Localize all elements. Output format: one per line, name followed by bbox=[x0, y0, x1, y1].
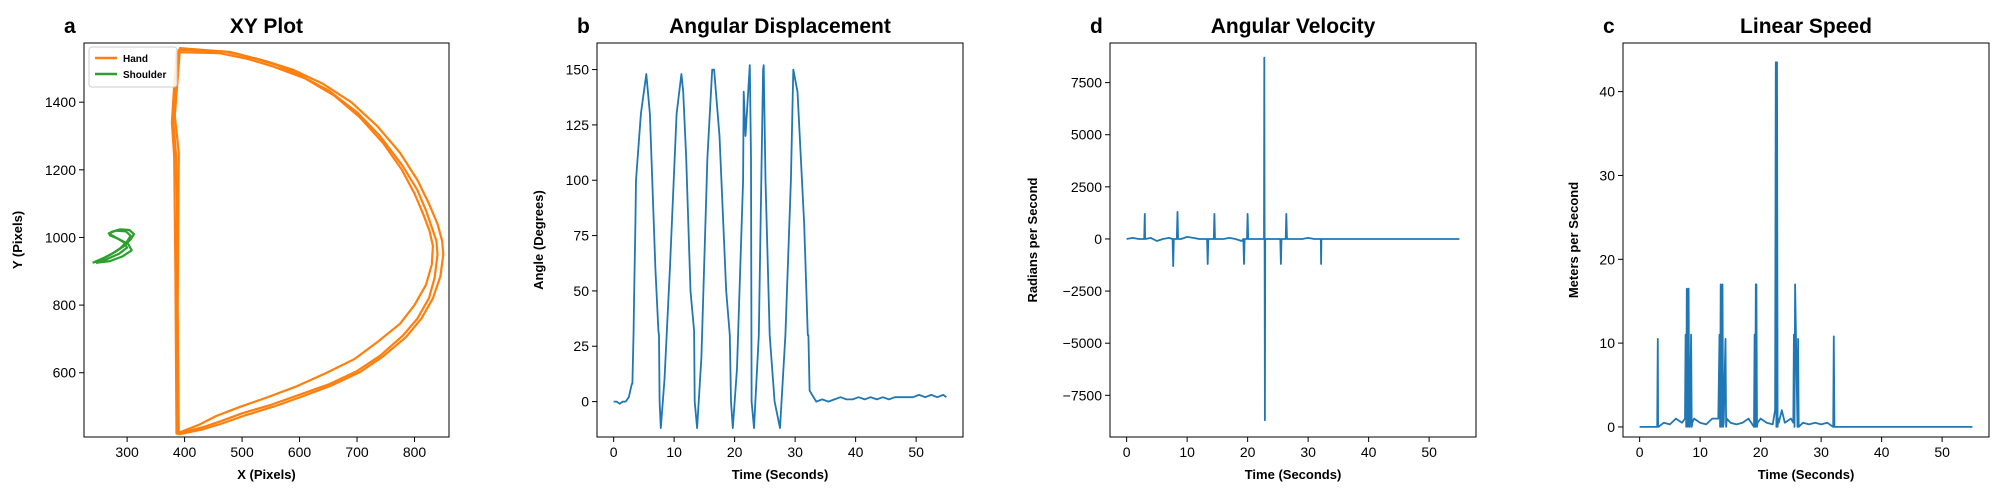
hand-trace-2 bbox=[170, 50, 434, 435]
y-tick-label: 75 bbox=[573, 228, 589, 244]
x-tick-label: 50 bbox=[1934, 444, 1950, 460]
y-tick-label: 5000 bbox=[1071, 127, 1102, 143]
x-tick-label: 300 bbox=[115, 444, 139, 460]
y-tick-label: 10 bbox=[1599, 335, 1615, 351]
chart-title: XY Plot bbox=[230, 15, 303, 38]
chart-title: Linear Speed bbox=[1740, 15, 1872, 38]
x-tick-label: 0 bbox=[610, 444, 618, 460]
y-tick-label: 1000 bbox=[45, 229, 76, 245]
shoulder-trace-1 bbox=[94, 228, 136, 264]
axes-frame bbox=[596, 42, 964, 438]
y-tick-label: 150 bbox=[566, 62, 590, 78]
plot-area bbox=[613, 64, 947, 430]
legend: Hand Shoulder bbox=[88, 46, 178, 88]
x-tick-label: 50 bbox=[908, 444, 924, 460]
x-tick-label: 20 bbox=[1240, 444, 1256, 460]
y-tick-label: 7500 bbox=[1071, 75, 1102, 91]
legend-label-shoulder: Shoulder bbox=[123, 70, 166, 81]
axes-frame bbox=[83, 42, 450, 438]
x-tick-label: 30 bbox=[787, 444, 803, 460]
y-tick-label: 800 bbox=[53, 297, 77, 313]
series-0-line bbox=[1126, 56, 1460, 422]
hand-trace-1 bbox=[173, 46, 445, 436]
x-tick-label: 30 bbox=[1813, 444, 1829, 460]
y-tick-label: 0 bbox=[1607, 419, 1615, 435]
x-axis-label: Time (Seconds) bbox=[1758, 467, 1855, 482]
x-tick-label: 30 bbox=[1300, 444, 1316, 460]
y-tick-label: 20 bbox=[1599, 251, 1615, 267]
chart-panel-d: d Angular Velocity 0 10 20 30 40 50 −7500 −5000 −2… bbox=[1025, 15, 1477, 482]
plot-area bbox=[1639, 61, 1973, 428]
y-tick-label: 30 bbox=[1599, 167, 1615, 183]
y-tick-label: 100 bbox=[566, 172, 590, 188]
chart-title: Angular Displacement bbox=[669, 15, 891, 38]
y-tick-label: 2500 bbox=[1071, 179, 1102, 195]
chart-title: Angular Velocity bbox=[1211, 15, 1376, 38]
panel-letter: c bbox=[1603, 15, 1615, 38]
x-tick-label: 0 bbox=[1636, 444, 1644, 460]
x-tick-label: 800 bbox=[403, 444, 427, 460]
x-tick-label: 0 bbox=[1123, 444, 1131, 460]
series-0-line bbox=[613, 64, 947, 430]
x-tick-label: 10 bbox=[1692, 444, 1708, 460]
y-tick-label: 25 bbox=[573, 338, 589, 354]
plot-area bbox=[1126, 56, 1460, 422]
x-tick-label: 40 bbox=[1874, 444, 1890, 460]
chart-panel-a: a XY Plot 300 400 500 600 700 800 600 800 1000 1200… bbox=[10, 15, 450, 482]
axes-frame bbox=[1622, 42, 1990, 438]
x-tick-label: 500 bbox=[230, 444, 254, 460]
chart-panel-c: c Linear Speed 0 10 20 30 40 50 0 10 20 30 40 Time (S… bbox=[1566, 15, 1990, 482]
x-tick-label: 400 bbox=[173, 444, 197, 460]
x-tick-label: 20 bbox=[727, 444, 743, 460]
y-axis-label: Meters per Second bbox=[1566, 182, 1581, 298]
x-tick-label: 10 bbox=[1179, 444, 1195, 460]
x-axis-label: X (Pixels) bbox=[237, 467, 296, 482]
x-tick-label: 40 bbox=[848, 444, 864, 460]
x-tick-label: 600 bbox=[288, 444, 312, 460]
x-tick-label: 50 bbox=[1421, 444, 1437, 460]
y-tick-label: 125 bbox=[566, 117, 590, 133]
y-axis-label: Angle (Degrees) bbox=[531, 190, 546, 290]
hand-trace-0 bbox=[172, 48, 439, 435]
x-axis-label: Time (Seconds) bbox=[732, 467, 829, 482]
y-tick-label: 600 bbox=[53, 365, 77, 381]
y-tick-label: −5000 bbox=[1063, 335, 1103, 351]
axes-frame bbox=[1109, 42, 1477, 438]
x-tick-label: 40 bbox=[1361, 444, 1377, 460]
y-tick-label: 40 bbox=[1599, 84, 1615, 100]
y-tick-label: −7500 bbox=[1063, 387, 1103, 403]
legend-box bbox=[88, 46, 178, 88]
legend-label-hand: Hand bbox=[123, 54, 148, 65]
panel-letter: d bbox=[1090, 15, 1103, 38]
y-tick-label: 50 bbox=[573, 283, 589, 299]
panel-letter: a bbox=[64, 15, 76, 38]
x-tick-label: 700 bbox=[345, 444, 369, 460]
y-tick-label: −2500 bbox=[1063, 283, 1103, 299]
x-tick-label: 10 bbox=[666, 444, 682, 460]
x-tick-label: 20 bbox=[1753, 444, 1769, 460]
series-0-line bbox=[1639, 61, 1973, 428]
panel-letter: b bbox=[577, 15, 590, 38]
y-tick-label: 1200 bbox=[45, 162, 76, 178]
y-axis-label: Radians per Second bbox=[1025, 177, 1040, 302]
y-tick-label: 0 bbox=[581, 394, 589, 410]
plot-area bbox=[92, 46, 445, 436]
x-axis-label: Time (Seconds) bbox=[1245, 467, 1342, 482]
chart-panel-b: b Angular Displacement 0 10 20 30 40 50 0 25 50 75 1… bbox=[531, 15, 964, 482]
y-tick-label: 1400 bbox=[45, 94, 76, 110]
y-tick-label: 0 bbox=[1094, 231, 1102, 247]
y-axis-label: Y (Pixels) bbox=[10, 211, 25, 269]
